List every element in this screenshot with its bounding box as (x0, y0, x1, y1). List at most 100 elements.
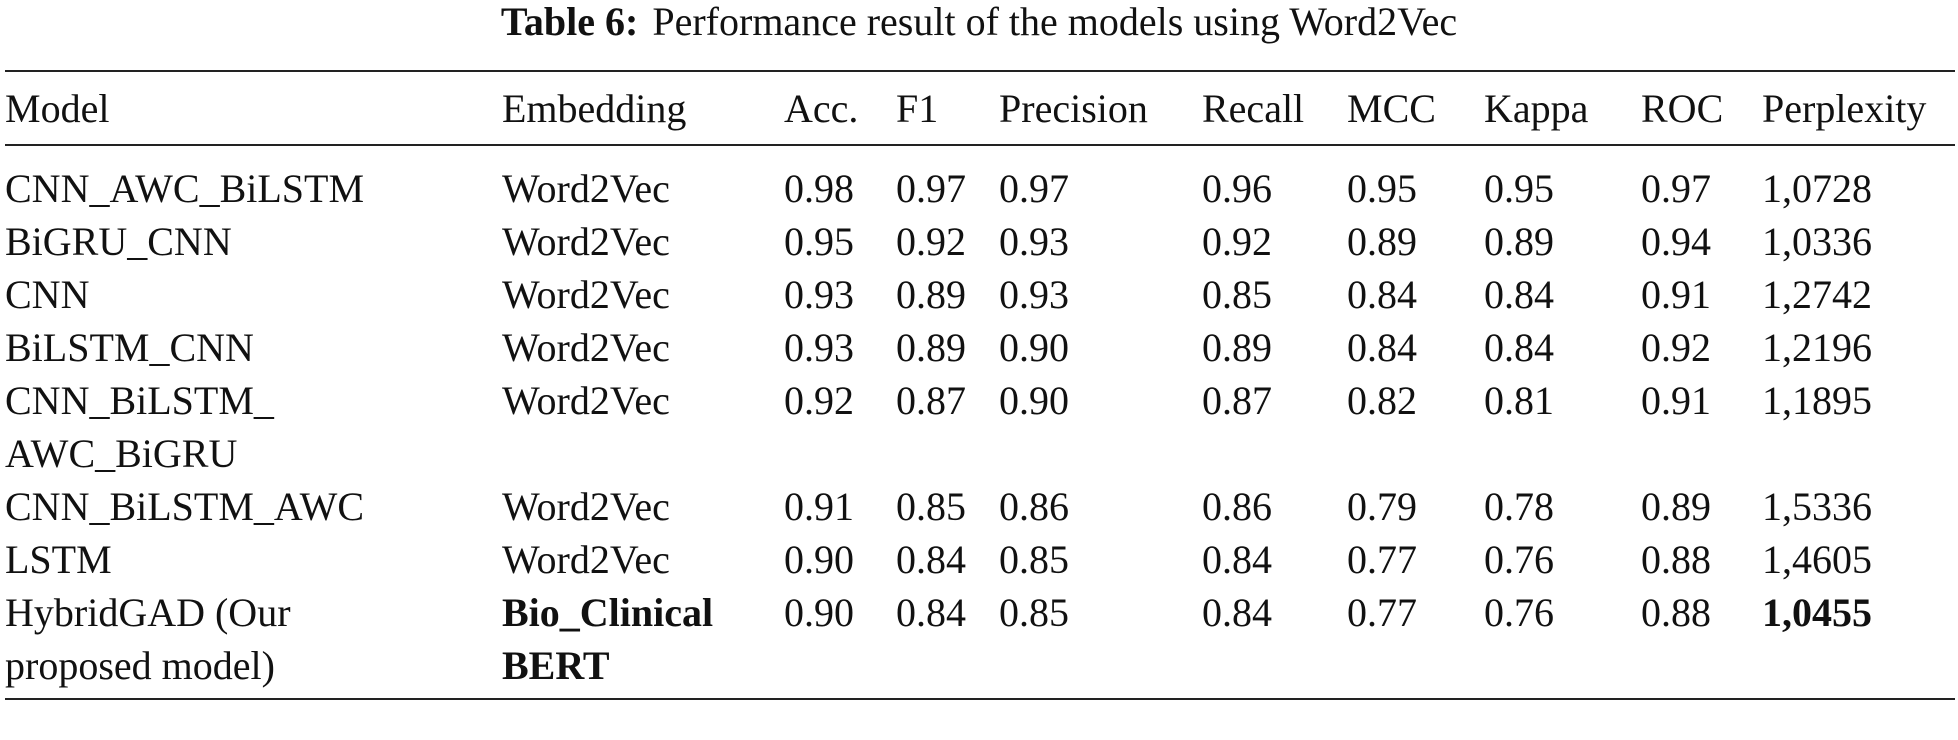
cell-roc: 0.89 (1641, 484, 1711, 529)
cell-f1: 0.89 (896, 325, 966, 370)
cell-f1: 0.84 (896, 537, 966, 582)
cell-embedding-line: Word2Vec (502, 484, 670, 529)
cell-embedding-line: BERT (502, 643, 610, 688)
cell-model-line: BiLSTM_CNN (5, 325, 254, 370)
performance-table: Model Embedding Acc. F1 Precision Recall… (5, 70, 1955, 700)
cell-embedding-line: Word2Vec (502, 272, 670, 317)
table-row: BiLSTM_CNN Word2Vec 0.93 0.89 0.90 0.89 0.84 0.… (5, 321, 1955, 374)
cell-roc: 0.92 (1641, 325, 1711, 370)
cell-embedding-line: Bio_Clinical (502, 590, 714, 635)
cell-model-line: CNN (5, 272, 90, 317)
cell-perplexity: 1,0336 (1762, 219, 1872, 264)
cell-recall: 0.89 (1202, 325, 1272, 370)
table-header-row: Model Embedding Acc. F1 Precision Recall… (5, 70, 1955, 146)
cell-acc: 0.93 (784, 272, 854, 317)
cell-model-line: CNN_AWC_BiLSTM (5, 166, 365, 211)
cell-kappa: 0.81 (1484, 378, 1554, 423)
header-embedding: Embedding (502, 70, 784, 146)
cell-perplexity: 1,1895 (1762, 378, 1872, 423)
cell-acc: 0.98 (784, 166, 854, 211)
cell-mcc: 0.95 (1347, 166, 1417, 211)
cell-acc: 0.92 (784, 378, 854, 423)
cell-embedding: Word2Vec (502, 145, 784, 215)
table-caption: Table 6: Performance result of the models… (0, 0, 1958, 70)
cell-model-line: LSTM (5, 537, 112, 582)
header-precision: Precision (999, 70, 1202, 146)
cell-precision: 0.97 (999, 166, 1069, 211)
table-row: CNN Word2Vec 0.93 0.89 0.93 0.85 0.84 0.84 0.91 1… (5, 268, 1955, 321)
cell-embedding: Word2Vec (502, 215, 784, 268)
header-f1: F1 (896, 70, 999, 146)
cell-model-line: HybridGAD (Our (5, 590, 291, 635)
cell-model-line: BiGRU_CNN (5, 219, 232, 264)
cell-model-line: AWC_BiGRU (5, 431, 238, 476)
table-caption-text: Performance result of the models using W… (652, 0, 1458, 44)
cell-model: CNN_BiLSTM_ AWC_BiGRU (5, 374, 502, 480)
cell-acc: 0.91 (784, 484, 854, 529)
cell-precision: 0.86 (999, 484, 1069, 529)
cell-kappa: 0.84 (1484, 272, 1554, 317)
header-recall: Recall (1202, 70, 1347, 146)
table-row: CNN_BiLSTM_AWC Word2Vec 0.91 0.85 0.86 0.86 0.… (5, 480, 1955, 533)
cell-acc: 0.93 (784, 325, 854, 370)
cell-recall: 0.84 (1202, 537, 1272, 582)
cell-mcc: 0.84 (1347, 325, 1417, 370)
cell-precision: 0.90 (999, 378, 1069, 423)
cell-roc: 0.94 (1641, 219, 1711, 264)
cell-perplexity: 1,2196 (1762, 325, 1872, 370)
table-row: BiGRU_CNN Word2Vec 0.95 0.92 0.93 0.92 0.89 0.8… (5, 215, 1955, 268)
cell-recall: 0.84 (1202, 586, 1347, 700)
cell-precision: 0.90 (999, 325, 1069, 370)
table-row: HybridGAD (Our proposed model) Bio_Clinica… (5, 586, 1955, 700)
cell-precision: 0.93 (999, 272, 1069, 317)
cell-recall: 0.86 (1202, 484, 1272, 529)
cell-perplexity: 1,4605 (1762, 537, 1872, 582)
header-mcc: MCC (1347, 70, 1484, 146)
cell-acc: 0.90 (784, 537, 854, 582)
cell-mcc: 0.79 (1347, 484, 1417, 529)
cell-perplexity: 1,5336 (1762, 484, 1872, 529)
cell-mcc: 0.77 (1347, 586, 1484, 700)
cell-embedding-line: Word2Vec (502, 219, 670, 264)
cell-recall: 0.87 (1202, 378, 1272, 423)
cell-f1: 0.97 (896, 166, 966, 211)
cell-recall: 0.92 (1202, 219, 1272, 264)
cell-model: CNN_BiLSTM_AWC (5, 480, 502, 533)
cell-mcc: 0.82 (1347, 378, 1417, 423)
cell-kappa: 0.76 (1484, 537, 1554, 582)
table-caption-label: Table 6: (500, 0, 639, 44)
cell-perplexity: 1,2742 (1762, 272, 1872, 317)
cell-kappa: 0.78 (1484, 484, 1554, 529)
cell-embedding-line: Word2Vec (502, 325, 670, 370)
cell-model: BiGRU_CNN (5, 215, 502, 268)
cell-embedding: Word2Vec (502, 533, 784, 586)
header-kappa: Kappa (1484, 70, 1641, 146)
cell-embedding-line: Word2Vec (502, 537, 670, 582)
cell-embedding-line: Word2Vec (502, 378, 670, 423)
header-perplexity: Perplexity (1762, 70, 1955, 146)
cell-precision: 0.93 (999, 219, 1069, 264)
cell-embedding: Word2Vec (502, 374, 784, 480)
cell-model-line: proposed model) (5, 643, 275, 688)
table-body: CNN_AWC_BiLSTM Word2Vec 0.98 0.97 0.97 0.96 0.… (5, 145, 1955, 700)
cell-mcc: 0.77 (1347, 537, 1417, 582)
cell-f1: 0.89 (896, 272, 966, 317)
cell-perplexity: 1,0728 (1762, 166, 1872, 211)
cell-acc: 0.95 (784, 219, 854, 264)
table-row: CNN_AWC_BiLSTM Word2Vec 0.98 0.97 0.97 0.96 0.… (5, 145, 1955, 215)
header-model: Model (5, 70, 502, 146)
cell-roc: 0.97 (1641, 166, 1711, 211)
cell-precision: 0.85 (999, 586, 1202, 700)
cell-model: BiLSTM_CNN (5, 321, 502, 374)
cell-acc: 0.90 (784, 586, 896, 700)
cell-kappa: 0.89 (1484, 219, 1554, 264)
cell-recall: 0.96 (1202, 166, 1272, 211)
cell-kappa: 0.76 (1484, 586, 1641, 700)
cell-embedding-line: Word2Vec (502, 166, 670, 211)
cell-recall: 0.85 (1202, 272, 1272, 317)
cell-f1: 0.84 (896, 586, 999, 700)
cell-mcc: 0.89 (1347, 219, 1417, 264)
header-roc: ROC (1641, 70, 1762, 146)
cell-f1: 0.87 (896, 378, 966, 423)
cell-model: CNN_AWC_BiLSTM (5, 145, 502, 215)
